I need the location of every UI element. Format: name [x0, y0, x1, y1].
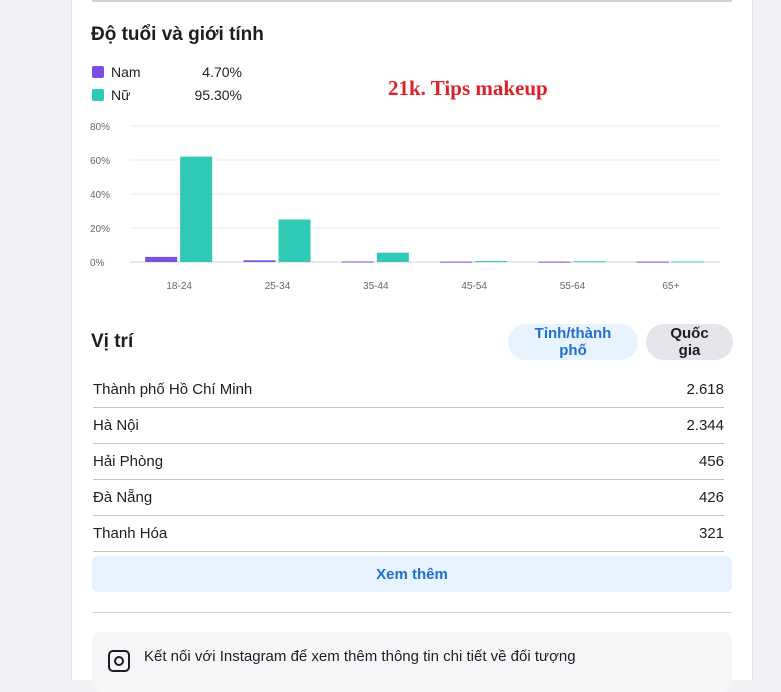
location-count: 456 [698, 453, 724, 470]
gender-legend: Nam 4.70% Nữ 95.30% [92, 64, 242, 110]
bar-male [440, 261, 473, 263]
location-count: 321 [698, 525, 724, 542]
location-list: Thành phố Hồ Chí Minh 2.618 Hà Nội 2.344… [93, 372, 724, 552]
location-count: 426 [698, 489, 724, 506]
legend-value-male: 4.70% [202, 64, 242, 80]
see-more-button[interactable]: Xem thêm [92, 556, 732, 592]
instagram-connect-banner[interactable]: Kết nối với Instagram để xem thêm thông … [92, 632, 732, 692]
bottom-divider [92, 612, 732, 613]
bar-male [538, 261, 571, 263]
bar-female [671, 261, 704, 263]
age-gender-title: Độ tuổi và giới tính [91, 24, 264, 45]
y-tick-label: 0% [90, 258, 105, 269]
x-tick-label: 55-64 [560, 281, 586, 292]
location-name: Đà Nẵng [93, 489, 153, 506]
bar-male [243, 260, 276, 262]
audience-card: Độ tuổi và giới tính Nam 4.70% Nữ 95.30%… [71, 0, 753, 692]
legend-swatch-female [92, 89, 104, 101]
bar-male [341, 261, 374, 263]
y-tick-label: 60% [90, 156, 110, 167]
legend-item-male: Nam 4.70% [92, 64, 242, 87]
x-tick-label: 25-34 [265, 281, 291, 292]
bar-female [180, 156, 213, 262]
location-row: Thanh Hóa 321 [93, 516, 724, 552]
location-row: Hà Nội 2.344 [93, 408, 724, 444]
instagram-connect-text: Kết nối với Instagram để xem thêm thông … [144, 648, 576, 665]
bar-female [376, 252, 409, 262]
y-tick-label: 40% [90, 190, 110, 201]
x-tick-label: 45-54 [461, 281, 487, 292]
tab-country[interactable]: Quốc gia [646, 324, 733, 360]
overlay-annotation: 21k. Tips makeup [388, 76, 548, 100]
x-tick-label: 18-24 [166, 281, 192, 292]
location-title: Vị trí [91, 331, 134, 352]
x-tick-label: 65+ [662, 281, 679, 292]
location-name: Hà Nội [93, 417, 139, 434]
bar-female [573, 261, 606, 263]
top-divider [92, 0, 732, 2]
y-tick-label: 20% [90, 224, 110, 235]
tab-province[interactable]: Tỉnh/thành phố [508, 324, 638, 360]
legend-value-female: 95.30% [194, 87, 242, 103]
legend-item-female: Nữ 95.30% [92, 87, 242, 110]
instagram-icon [108, 650, 130, 672]
location-count: 2.618 [686, 381, 724, 398]
location-name: Thành phố Hồ Chí Minh [93, 381, 253, 398]
location-row: Đà Nẵng 426 [93, 480, 724, 516]
location-row: Hải Phòng 456 [93, 444, 724, 480]
bar-male [145, 256, 178, 262]
bar-female [475, 260, 508, 262]
legend-label-male: Nam [111, 64, 141, 80]
location-count: 2.344 [686, 417, 724, 434]
y-tick-label: 80% [90, 122, 110, 133]
location-row: Thành phố Hồ Chí Minh 2.618 [93, 372, 724, 408]
x-tick-label: 35-44 [363, 281, 389, 292]
bar-female [278, 219, 311, 262]
location-name: Hải Phòng [93, 453, 164, 470]
age-gender-chart: 0% 20% 40% 60% 80% 18-24 25-34 35-44 45-54 55-64 6… [90, 122, 720, 292]
legend-label-female: Nữ [111, 87, 131, 103]
legend-swatch-male [92, 66, 104, 78]
location-name: Thanh Hóa [93, 525, 168, 542]
bar-male [636, 261, 669, 263]
